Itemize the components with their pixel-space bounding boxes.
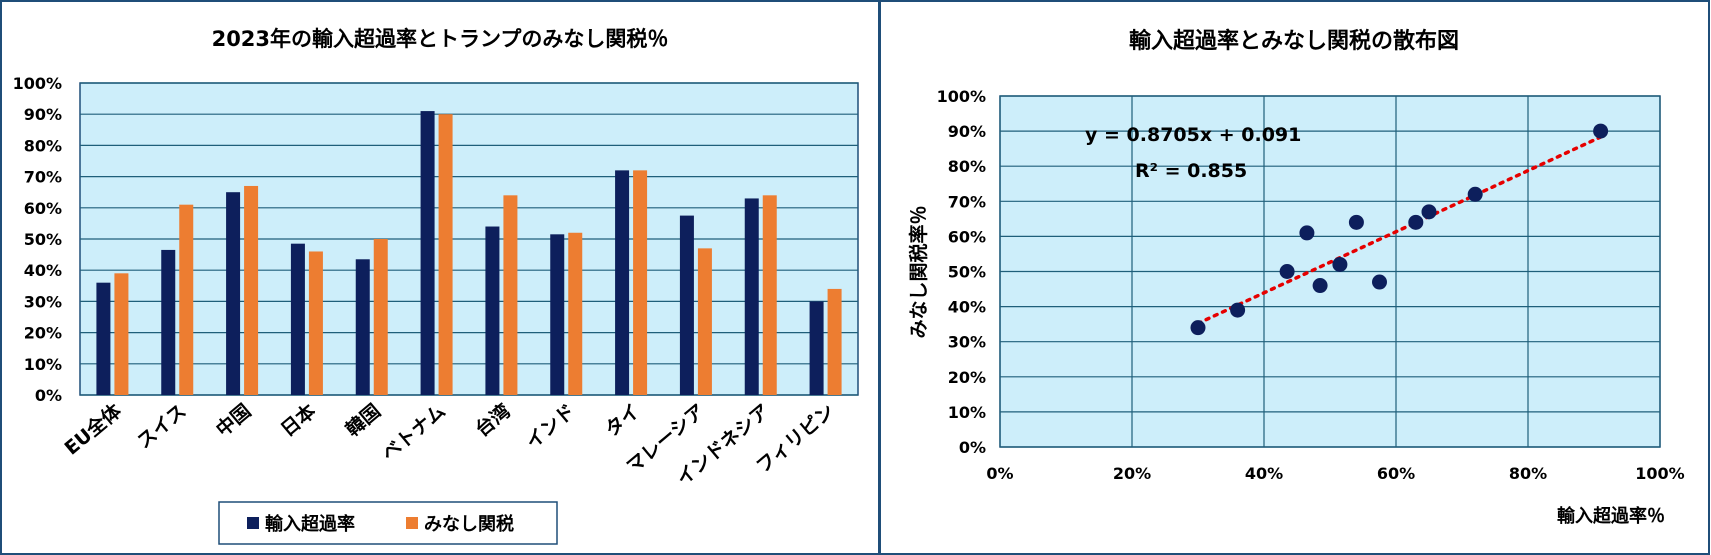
bar-tariff xyxy=(244,185,259,395)
trendline-r2: R² = 0.855 xyxy=(1135,160,1247,182)
scatter-point xyxy=(1332,256,1348,272)
scatter-y-tick-label: 80% xyxy=(948,157,986,176)
scatter-trendline xyxy=(1196,135,1603,326)
scatter-y-tick-label: 90% xyxy=(948,122,986,141)
bar-tariff xyxy=(633,170,648,395)
bar-y-tick-label: 100% xyxy=(13,74,62,93)
bar-y-tick-label: 10% xyxy=(24,355,62,374)
scatter-x-tick-label: 60% xyxy=(1377,464,1415,483)
scatter-point xyxy=(1190,320,1206,336)
scatter-x-axis-title: 輸入超過率％ xyxy=(1557,505,1665,527)
bar-import xyxy=(290,243,305,395)
bar-import xyxy=(679,215,694,395)
bar-y-tick-label: 60% xyxy=(24,199,62,218)
bar-import xyxy=(355,259,370,395)
scatter-x-tick-label: 40% xyxy=(1245,464,1283,483)
legend-swatch-import xyxy=(247,517,259,529)
bar-y-tick-label: 40% xyxy=(24,261,62,280)
scatter-x-tick-label: 0% xyxy=(986,464,1013,483)
bar-chart-grid xyxy=(79,82,859,396)
scatter-y-tick-label: 100% xyxy=(937,87,986,106)
bar-import xyxy=(809,301,824,395)
scatter-y-tick-label: 10% xyxy=(948,403,986,422)
bar-import xyxy=(226,192,241,395)
trendline-equation: y = 0.8705x + 0.091 xyxy=(1085,124,1301,146)
scatter-y-tick-label: 70% xyxy=(948,192,986,211)
bar-tariff xyxy=(373,239,388,395)
bar-import xyxy=(96,282,111,395)
scatter-point xyxy=(1421,204,1437,220)
bar-y-tick-label: 0% xyxy=(35,386,62,405)
bar-chart-legend: 輸入超過率 みなし関税 xyxy=(218,501,558,545)
bar-import xyxy=(161,249,176,395)
bar-y-tick-label: 20% xyxy=(24,324,62,343)
scatter-point xyxy=(1279,264,1295,279)
bar-y-tick-label: 80% xyxy=(24,136,62,155)
bar-tariff xyxy=(762,195,777,395)
bar-tariff xyxy=(568,232,583,395)
scatter-point xyxy=(1593,123,1609,139)
bar-import xyxy=(615,170,630,395)
bar-tariff xyxy=(697,248,712,395)
scatter-point xyxy=(1299,225,1315,241)
scatter-point xyxy=(1348,214,1364,230)
legend-label-tariff: みなし関税 xyxy=(424,513,514,535)
bar-y-tick-label: 90% xyxy=(24,105,62,124)
scatter-chart-title: 輸入超過率とみなし関税の散布図 xyxy=(1129,28,1459,54)
legend-box xyxy=(218,501,558,545)
scatter-y-tick-label: 30% xyxy=(948,333,986,352)
scatter-y-axis-title: みなし関税率％ xyxy=(907,205,930,338)
scatter-point xyxy=(1467,186,1483,202)
bar-import xyxy=(485,226,500,395)
bar-tariff xyxy=(438,114,453,395)
legend-swatch-tariff xyxy=(406,517,418,529)
scatter-point xyxy=(1408,214,1424,230)
scatter-x-tick-label: 20% xyxy=(1113,464,1151,483)
trendline xyxy=(1196,135,1603,326)
bar-import xyxy=(550,234,565,395)
scatter-point xyxy=(1230,302,1246,318)
bar-import xyxy=(744,198,759,395)
scatter-y-tick-label: 50% xyxy=(948,263,986,282)
bar-tariff xyxy=(827,288,842,395)
bar-import xyxy=(420,111,435,395)
scatter-point xyxy=(1372,274,1387,290)
bar-tariff xyxy=(503,195,518,395)
bar-y-tick-label: 70% xyxy=(24,168,62,187)
bar-y-tick-label: 50% xyxy=(24,230,62,249)
scatter-x-tick-label: 80% xyxy=(1509,464,1547,483)
scatter-y-tick-label: 40% xyxy=(948,298,986,317)
scatter-axis-labels: 0% 10% 20% 30% 40% 50% 60% 70% 80% 90% 100% 0% 20% 40… xyxy=(937,87,1685,483)
scatter-points xyxy=(1190,123,1609,336)
bar-tariff xyxy=(114,273,129,395)
bar-y-tick-label: 30% xyxy=(24,292,62,311)
bar-chart-title: 2023年の輸入超過率とトランプのみなし関税％ xyxy=(212,27,669,51)
bar-chart-bars xyxy=(96,111,842,395)
scatter-y-tick-label: 60% xyxy=(948,227,986,246)
scatter-y-tick-label: 20% xyxy=(948,368,986,387)
scatter-x-tick-label: 100% xyxy=(1635,464,1684,483)
scatter-y-tick-label: 0% xyxy=(959,438,986,457)
scatter-chart-grid xyxy=(999,95,1661,448)
legend-label-import: 輸入超過率 xyxy=(265,513,355,535)
bar-tariff xyxy=(308,251,323,395)
bar-tariff xyxy=(179,204,194,395)
scatter-point xyxy=(1312,278,1328,294)
